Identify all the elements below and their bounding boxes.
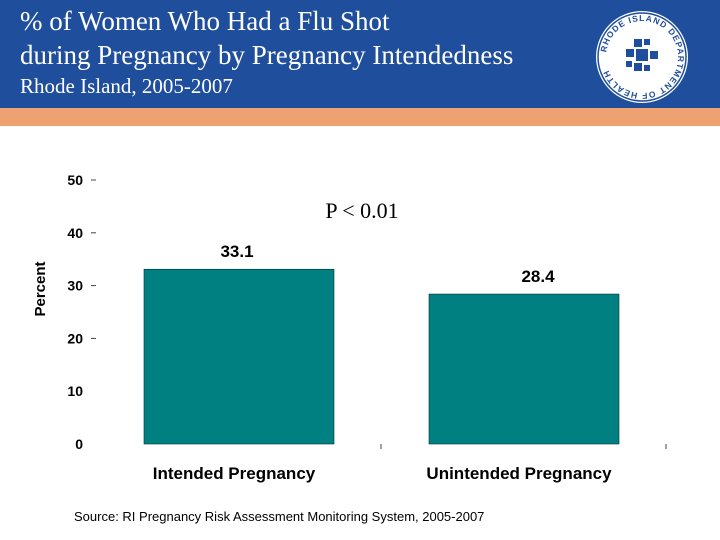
bar xyxy=(144,269,334,444)
y-tick-label: 30 xyxy=(67,278,83,294)
chart-subtitle: Rhode Island, 2005-2007 xyxy=(20,74,233,99)
y-tick-label: 0 xyxy=(75,436,83,452)
y-tick-label: 10 xyxy=(67,383,83,399)
significance-annotation: P < 0.01 xyxy=(325,198,398,223)
chart-title-line-2: during Pregnancy by Pregnancy Intendedne… xyxy=(20,40,513,71)
y-tick-label: 20 xyxy=(67,330,83,346)
y-axis-label: Percent xyxy=(32,261,49,316)
bar-chart: Percent P < 0.01 0 10 20 30 40 50 33.1 28.4 In… xyxy=(0,126,720,540)
source-note: Source: RI Pregnancy Risk Assessment Mon… xyxy=(74,509,484,524)
rhode-island-health-logo: RHODE ISLAND DEPARTMENT OF HEALTH xyxy=(594,9,690,105)
x-category-label: Intended Pregnancy xyxy=(153,464,316,483)
accent-band xyxy=(0,108,720,126)
y-tick-label: 40 xyxy=(67,225,83,241)
bar-value-label: 28.4 xyxy=(521,267,555,286)
y-tick-label: 50 xyxy=(67,172,83,188)
x-category-label: Unintended Pregnancy xyxy=(426,464,612,483)
chart-title-line-1: % of Women Who Had a Flu Shot xyxy=(20,6,390,37)
bar-value-label: 33.1 xyxy=(220,242,253,261)
bar xyxy=(429,294,619,444)
